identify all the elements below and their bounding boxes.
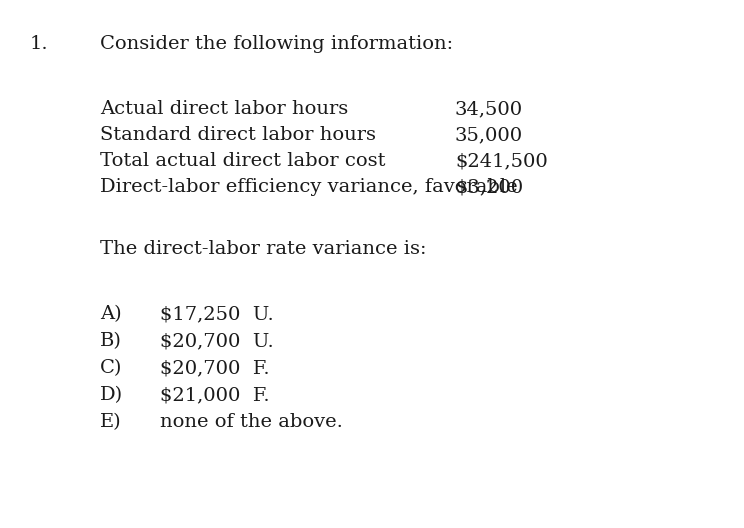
- Text: E): E): [100, 413, 121, 431]
- Text: $20,700  U.: $20,700 U.: [160, 332, 274, 350]
- Text: $20,700  F.: $20,700 F.: [160, 359, 269, 377]
- Text: 35,000: 35,000: [455, 126, 523, 144]
- Text: B): B): [100, 332, 122, 350]
- Text: $17,250  U.: $17,250 U.: [160, 305, 274, 323]
- Text: Direct-labor efficiency variance, favorable: Direct-labor efficiency variance, favora…: [100, 178, 518, 196]
- Text: The direct-labor rate variance is:: The direct-labor rate variance is:: [100, 240, 426, 258]
- Text: A): A): [100, 305, 121, 323]
- Text: Actual direct labor hours: Actual direct labor hours: [100, 100, 348, 118]
- Text: D): D): [100, 386, 123, 404]
- Text: $3,200: $3,200: [455, 178, 523, 196]
- Text: C): C): [100, 359, 122, 377]
- Text: $21,000  F.: $21,000 F.: [160, 386, 269, 404]
- Text: Consider the following information:: Consider the following information:: [100, 35, 453, 53]
- Text: $241,500: $241,500: [455, 152, 548, 170]
- Text: Standard direct labor hours: Standard direct labor hours: [100, 126, 376, 144]
- Text: 34,500: 34,500: [455, 100, 523, 118]
- Text: 1.: 1.: [30, 35, 48, 53]
- Text: Total actual direct labor cost: Total actual direct labor cost: [100, 152, 385, 170]
- Text: none of the above.: none of the above.: [160, 413, 343, 431]
